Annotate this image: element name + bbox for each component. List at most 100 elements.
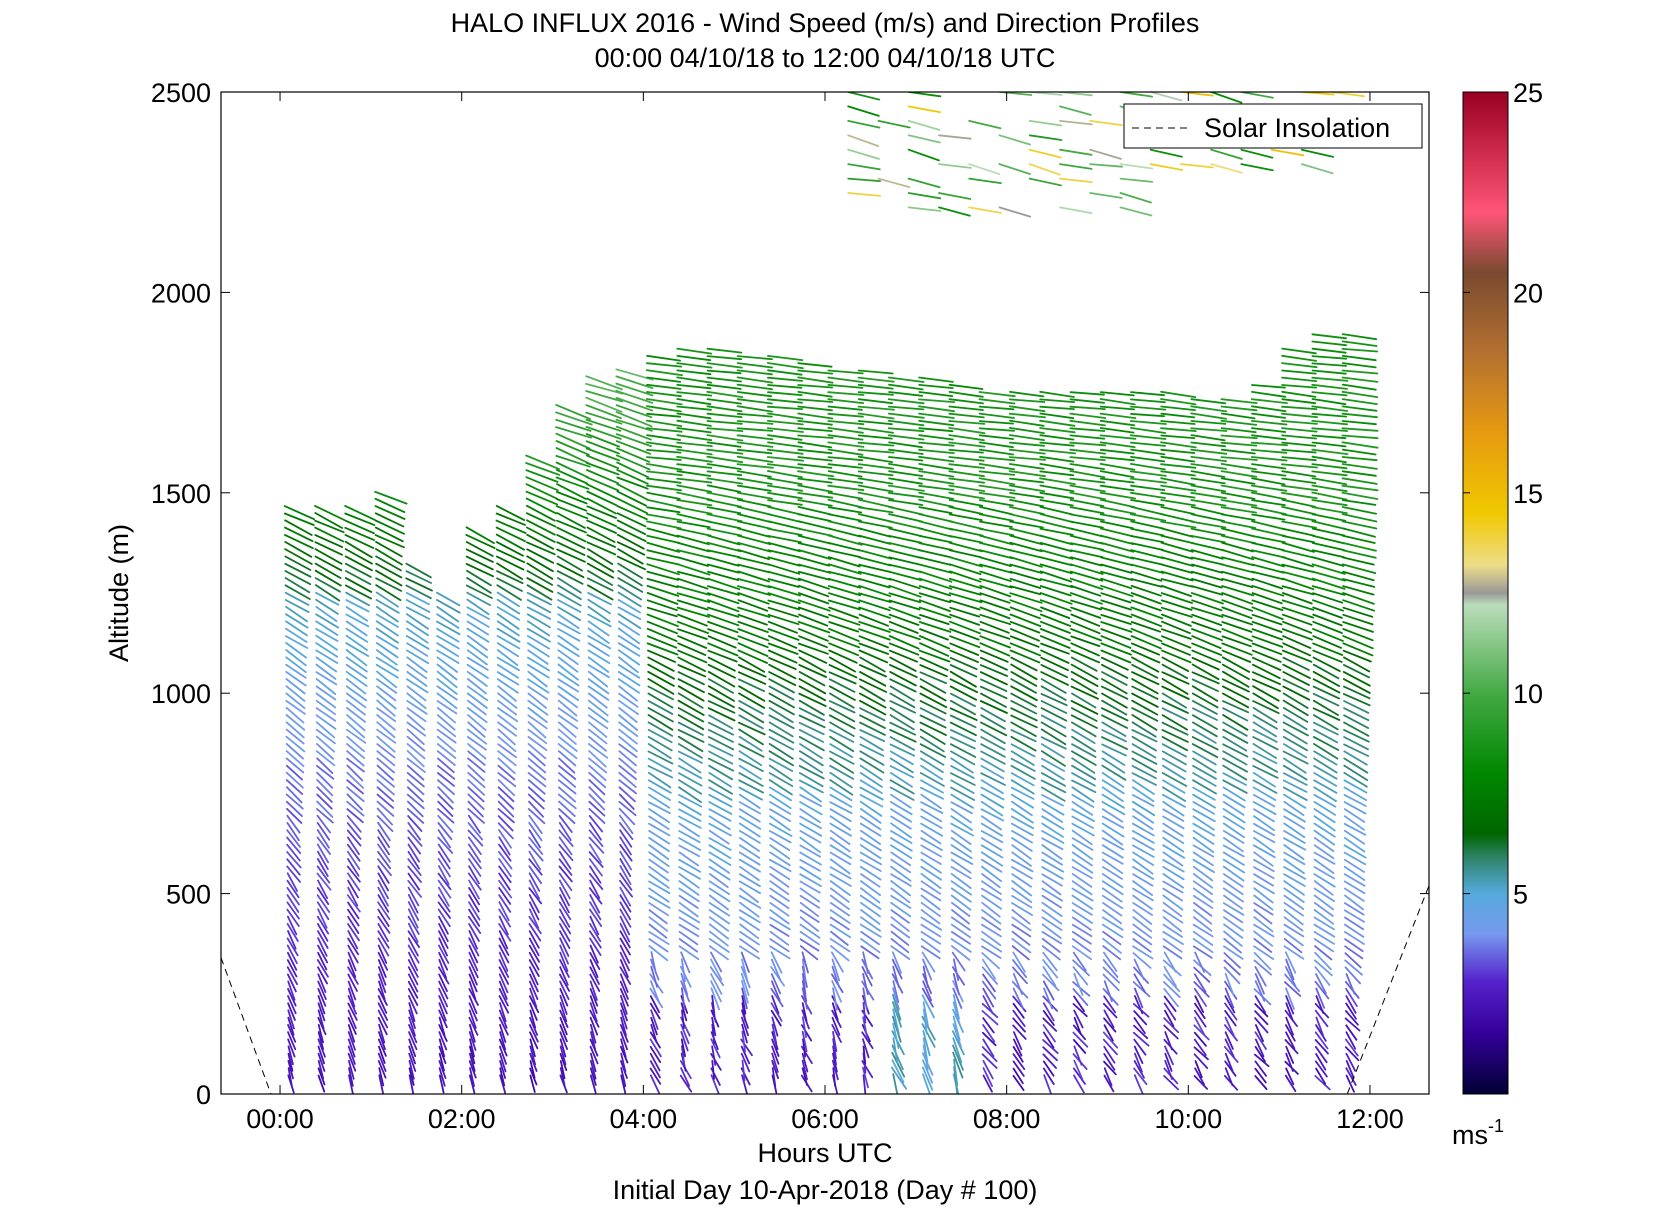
wind-vector <box>829 793 853 808</box>
wind-vector <box>1010 750 1035 766</box>
wind-vector <box>646 434 681 441</box>
wind-vector <box>1313 938 1335 953</box>
wind-vector <box>828 678 856 693</box>
wind-vector <box>1162 959 1182 977</box>
wind-vector <box>920 801 944 814</box>
wind-vector <box>1070 613 1101 627</box>
wind-vector <box>647 714 674 731</box>
wind-vector <box>1100 656 1129 671</box>
wind-vector <box>377 959 387 978</box>
wind-vector <box>1101 764 1127 781</box>
wind-vector <box>1070 635 1101 647</box>
wind-vector <box>859 837 882 852</box>
wind-vector <box>922 1059 933 1084</box>
wind-vector <box>406 714 426 731</box>
wind-vector <box>1069 427 1106 432</box>
wind-vector <box>1252 692 1279 710</box>
wind-vector <box>1160 491 1196 499</box>
wind-vector <box>526 526 556 543</box>
wind-vector <box>1252 707 1278 724</box>
wind-vector <box>468 1009 477 1029</box>
wind-vector <box>1222 822 1245 839</box>
wind-vector <box>707 670 736 688</box>
wind-vector <box>559 886 570 907</box>
wind-vector <box>405 606 431 620</box>
wind-vector <box>828 649 858 664</box>
wind-vector <box>1163 995 1177 1012</box>
wind-vector <box>827 463 863 469</box>
wind-vector <box>1072 966 1089 986</box>
wind-vector <box>466 728 488 745</box>
wind-vector <box>377 843 391 863</box>
wind-vector <box>467 915 482 934</box>
wind-vector <box>1281 456 1317 462</box>
wind-vector <box>799 822 823 837</box>
wind-vector <box>1194 973 1207 993</box>
wind-vector <box>498 894 512 913</box>
wind-vector <box>1069 412 1107 419</box>
wind-vector <box>408 1016 416 1037</box>
wind-vector <box>737 635 769 649</box>
wind-vector <box>346 872 361 892</box>
wind-vector <box>922 1001 929 1027</box>
wind-vector <box>619 879 633 898</box>
wind-vector <box>646 527 680 538</box>
wind-vector <box>646 376 682 383</box>
wind-vector <box>918 599 951 612</box>
wind-vector <box>1284 981 1302 997</box>
wind-vector <box>1069 563 1104 575</box>
wind-vector <box>315 764 335 780</box>
wind-vector <box>711 1023 716 1045</box>
wind-vector <box>1101 916 1124 931</box>
wind-vector <box>678 901 699 918</box>
wind-vector <box>405 635 430 650</box>
wind-vector <box>797 577 830 590</box>
wind-vector <box>1311 383 1348 390</box>
wind-vector <box>982 1060 994 1080</box>
wind-vector <box>1254 1010 1269 1026</box>
wind-vector <box>950 822 974 837</box>
wind-vector <box>316 836 332 855</box>
wind-vector <box>1039 441 1075 447</box>
wind-vector <box>1314 1045 1328 1064</box>
wind-vector <box>585 404 622 420</box>
wind-vector <box>377 829 391 849</box>
wind-vector <box>736 412 773 418</box>
wind-vector <box>978 491 1016 499</box>
wind-vector <box>316 771 334 789</box>
wind-vector <box>1311 362 1347 367</box>
wind-vector <box>1101 772 1125 788</box>
wind-vector <box>707 606 740 618</box>
wind-vector <box>1192 930 1214 946</box>
wind-vector <box>1281 505 1317 516</box>
wind-vector <box>738 772 764 787</box>
wind-vector <box>1132 923 1153 939</box>
wind-vector <box>799 930 820 946</box>
wind-vector <box>1102 966 1121 984</box>
wind-vector <box>890 851 912 867</box>
wind-vector <box>587 714 609 730</box>
wind-vector <box>981 1046 998 1062</box>
wind-vector <box>799 916 819 932</box>
wind-vector <box>1012 1067 1024 1085</box>
wind-vector <box>708 858 730 874</box>
wind-vector <box>1343 743 1370 757</box>
wind-vector <box>1010 779 1035 795</box>
wind-vector <box>1222 670 1250 688</box>
y-tick-label: 1000 <box>151 679 211 709</box>
wind-vector <box>285 779 304 795</box>
wind-vector <box>1343 851 1367 866</box>
wind-vector <box>1072 959 1090 977</box>
wind-vector <box>676 541 710 553</box>
wind-vector <box>798 642 829 655</box>
wind-vector <box>647 663 675 680</box>
wind-vector <box>1342 693 1371 707</box>
wind-vector <box>616 519 647 536</box>
wind-vector <box>1344 902 1365 916</box>
wind-vector <box>737 592 770 605</box>
wind-vector <box>1131 750 1158 765</box>
wind-vector <box>558 901 572 921</box>
wind-vector <box>375 591 399 608</box>
wind-vector <box>950 743 977 758</box>
y-axis-label: Altitude (m) <box>104 524 134 662</box>
